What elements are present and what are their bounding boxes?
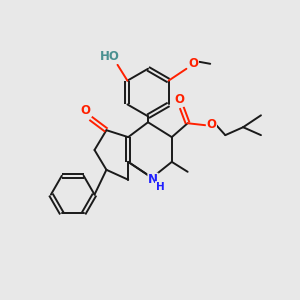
Text: H: H [155,182,164,192]
Text: N: N [148,173,158,186]
Text: HO: HO [100,50,119,63]
Text: O: O [81,104,91,117]
Text: O: O [188,57,198,70]
Text: O: O [206,118,216,131]
Text: O: O [175,93,185,106]
